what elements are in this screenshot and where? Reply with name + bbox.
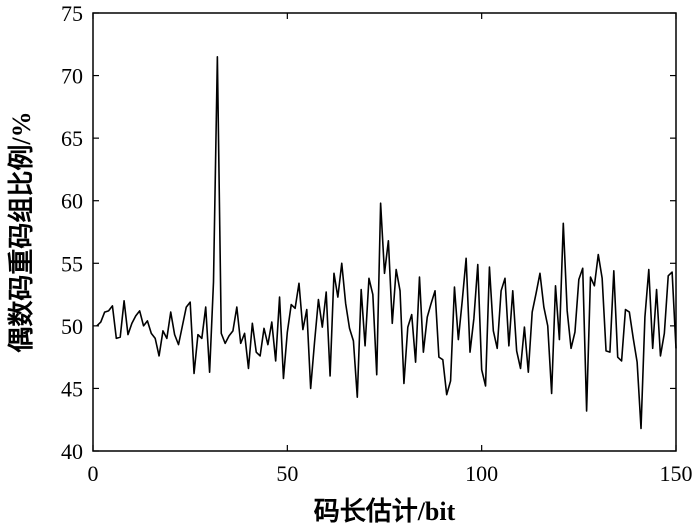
y-tick-label-50: 50 xyxy=(61,314,83,339)
y-axis-label: 偶数码重码组比例/% xyxy=(6,111,36,352)
x-tick-label-50: 50 xyxy=(276,461,298,486)
axis-ticks xyxy=(92,12,677,452)
y-tick-label-55: 55 xyxy=(61,251,83,276)
x-tick-label-0: 0 xyxy=(88,461,99,486)
x-axis-label: 码长估计/bit xyxy=(314,497,456,526)
x-tick-label-100: 100 xyxy=(465,461,498,486)
y-tick-label-65: 65 xyxy=(61,126,83,151)
y-tick-label-40: 40 xyxy=(61,439,83,464)
y-tick-label-60: 60 xyxy=(61,189,83,214)
y-tick-label-75: 75 xyxy=(61,1,83,26)
axis-tick-labels: 0 50 100 150 40 45 50 55 60 65 70 75 xyxy=(61,1,693,486)
y-tick-label-70: 70 xyxy=(61,64,83,89)
series-line xyxy=(96,56,677,430)
plot-frame xyxy=(92,12,677,452)
y-tick-label-45: 45 xyxy=(61,376,83,401)
x-tick-label-150: 150 xyxy=(660,461,693,486)
